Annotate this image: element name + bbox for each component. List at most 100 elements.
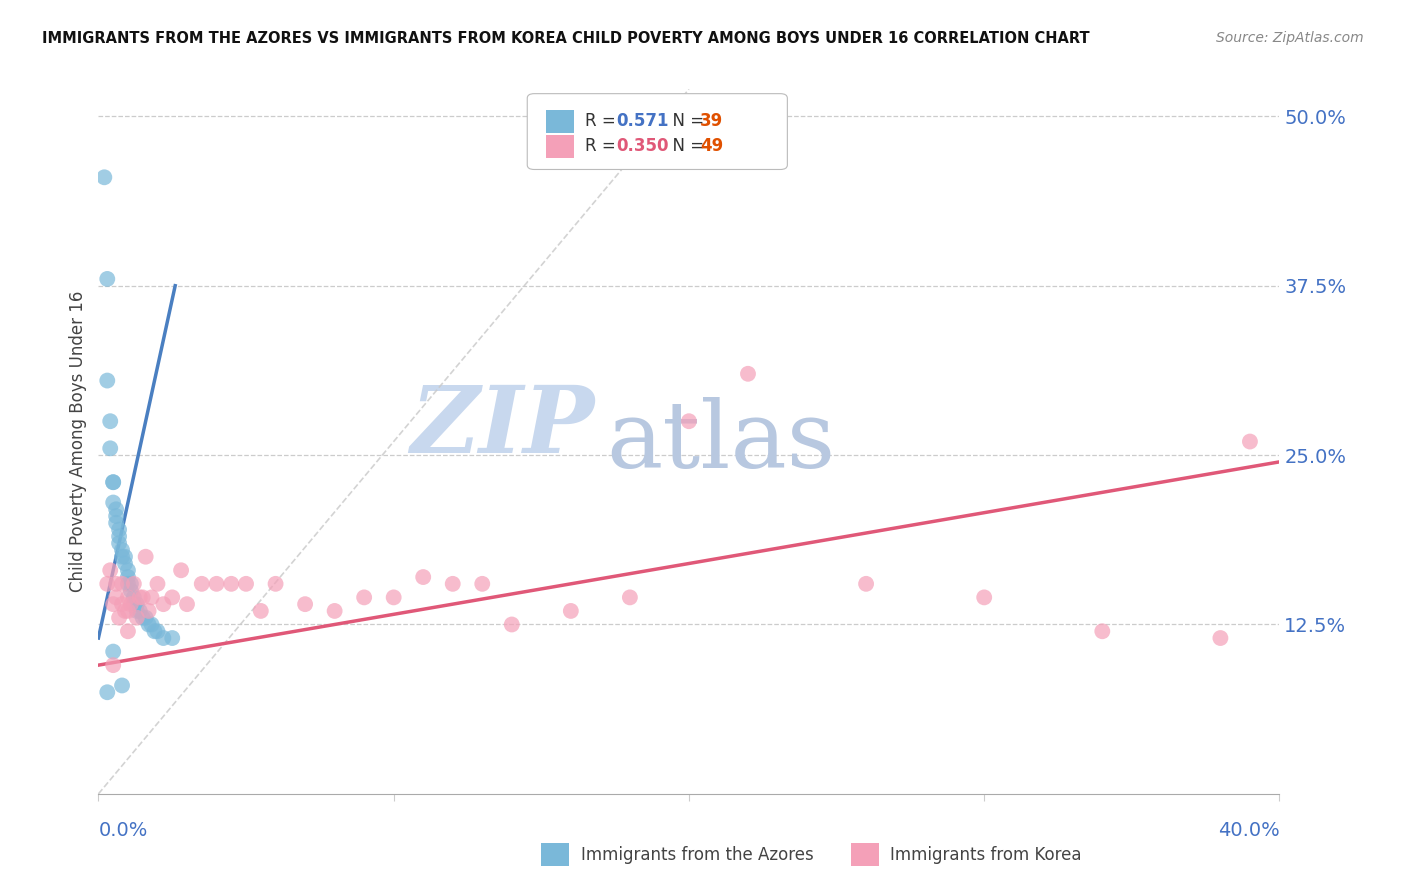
Text: R =: R =	[585, 137, 621, 155]
Text: 0.350: 0.350	[616, 137, 668, 155]
Point	[98, 563, 121, 577]
Point	[191, 577, 214, 591]
Point	[176, 597, 198, 611]
Point	[111, 597, 134, 611]
Point	[501, 617, 523, 632]
Point	[108, 536, 131, 550]
Point	[103, 644, 125, 658]
Point	[98, 442, 121, 456]
Point	[128, 591, 150, 605]
Point	[128, 604, 150, 618]
Point	[170, 563, 193, 577]
Point	[114, 549, 136, 564]
Point	[235, 577, 257, 591]
Point	[1091, 624, 1114, 639]
Point	[103, 475, 125, 490]
Text: N =: N =	[662, 112, 710, 130]
Point	[125, 610, 148, 624]
Point	[108, 529, 131, 543]
Point	[353, 591, 375, 605]
Point	[108, 523, 131, 537]
Point	[146, 624, 169, 639]
Point	[382, 591, 405, 605]
Point	[103, 658, 125, 673]
Point	[132, 591, 155, 605]
Point	[105, 516, 128, 530]
Point	[114, 557, 136, 571]
Point	[162, 591, 183, 605]
Point	[135, 549, 157, 564]
Point	[152, 631, 174, 645]
Point	[125, 604, 148, 618]
Point	[250, 604, 273, 618]
Text: 49: 49	[700, 137, 724, 155]
Point	[117, 570, 139, 584]
Point	[117, 624, 139, 639]
Point	[111, 543, 134, 558]
Point	[441, 577, 464, 591]
Point	[114, 604, 136, 618]
Text: atlas: atlas	[606, 397, 835, 486]
Point	[96, 577, 118, 591]
Point	[98, 414, 121, 428]
Point	[96, 374, 118, 388]
Text: IMMIGRANTS FROM THE AZORES VS IMMIGRANTS FROM KOREA CHILD POVERTY AMONG BOYS UND: IMMIGRANTS FROM THE AZORES VS IMMIGRANTS…	[42, 31, 1090, 46]
Point	[678, 414, 700, 428]
Point	[117, 577, 139, 591]
Text: 0.571: 0.571	[616, 112, 668, 130]
Text: 0.0%: 0.0%	[98, 822, 148, 840]
Point	[96, 272, 118, 286]
Point	[135, 610, 157, 624]
Point	[152, 597, 174, 611]
Point	[105, 509, 128, 524]
Point	[205, 577, 228, 591]
Point	[105, 577, 128, 591]
Point	[1239, 434, 1261, 449]
Point	[103, 597, 125, 611]
Point	[737, 367, 759, 381]
Point	[471, 577, 494, 591]
Point	[117, 591, 139, 605]
Point	[120, 597, 142, 611]
Point	[120, 583, 142, 598]
Point	[105, 591, 128, 605]
Point	[111, 577, 134, 591]
Point	[117, 604, 139, 618]
Point	[132, 610, 155, 624]
Text: Source: ZipAtlas.com: Source: ZipAtlas.com	[1216, 31, 1364, 45]
Point	[1209, 631, 1232, 645]
Point	[111, 549, 134, 564]
Point	[973, 591, 995, 605]
Point	[122, 591, 145, 605]
Point	[138, 617, 160, 632]
Point	[120, 577, 142, 591]
Point	[560, 604, 582, 618]
Point	[103, 495, 125, 509]
Point	[294, 597, 316, 611]
Point	[96, 685, 118, 699]
Y-axis label: Child Poverty Among Boys Under 16: Child Poverty Among Boys Under 16	[69, 291, 87, 592]
Point	[619, 591, 641, 605]
Text: N =: N =	[662, 137, 710, 155]
Text: 40.0%: 40.0%	[1218, 822, 1279, 840]
Point	[146, 577, 169, 591]
Text: 39: 39	[700, 112, 724, 130]
Point	[323, 604, 346, 618]
Point	[111, 678, 134, 692]
Text: Immigrants from Korea: Immigrants from Korea	[890, 846, 1081, 863]
Point	[162, 631, 183, 645]
Point	[855, 577, 877, 591]
Point	[103, 475, 125, 490]
Point	[122, 597, 145, 611]
Point	[264, 577, 287, 591]
Point	[141, 591, 163, 605]
Text: Immigrants from the Azores: Immigrants from the Azores	[581, 846, 814, 863]
Point	[141, 617, 163, 632]
Point	[143, 624, 166, 639]
Point	[105, 502, 128, 516]
Point	[93, 170, 115, 185]
Text: R =: R =	[585, 112, 621, 130]
Point	[125, 597, 148, 611]
Point	[108, 610, 131, 624]
Point	[221, 577, 243, 591]
